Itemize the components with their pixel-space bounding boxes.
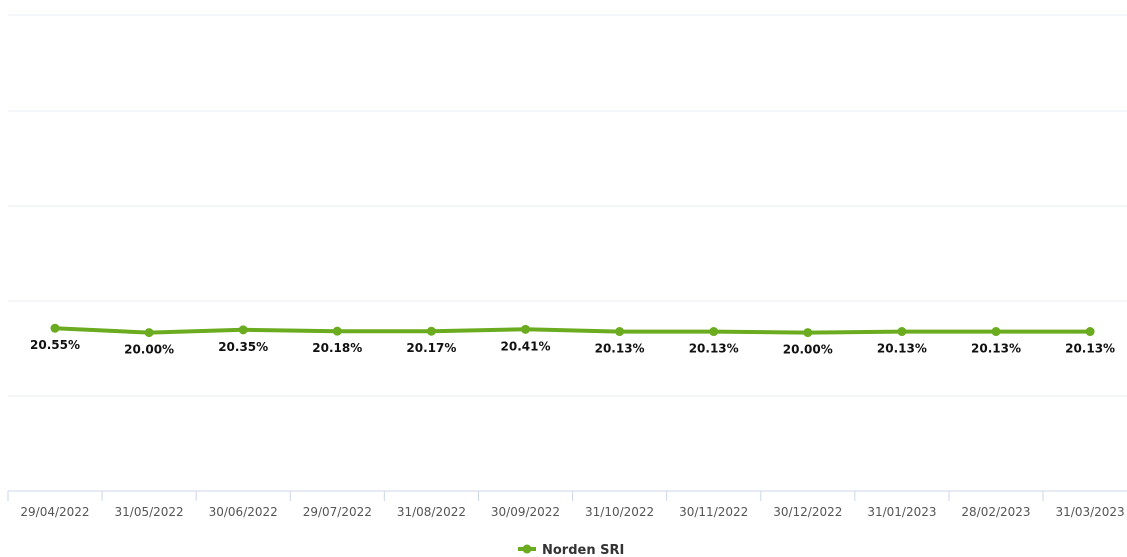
x-tick-label: 31/05/2022 xyxy=(115,505,184,519)
x-tick-label: 31/10/2022 xyxy=(585,505,654,519)
x-tick-label: 31/03/2023 xyxy=(1056,505,1125,519)
legend-dot-marker xyxy=(522,544,532,554)
x-tick-label: 29/07/2022 xyxy=(303,505,372,519)
x-tick-label: 30/09/2022 xyxy=(491,505,560,519)
data-point[interactable] xyxy=(521,324,530,334)
data-point[interactable] xyxy=(709,327,719,337)
x-tick-label: 30/11/2022 xyxy=(679,505,748,519)
series-norden-sri xyxy=(50,323,1095,338)
x-tick-label: 28/02/2023 xyxy=(961,505,1030,519)
data-point[interactable] xyxy=(144,328,154,338)
data-label: 20.13% xyxy=(1065,342,1115,356)
x-axis: 29/04/2022 31/05/2022 30/06/2022 29/07/2022… xyxy=(7,490,1127,519)
data-label: 20.00% xyxy=(124,343,174,357)
x-tick-label: 31/08/2022 xyxy=(397,505,466,519)
data-label: 20.00% xyxy=(783,343,833,357)
x-tick-label: 30/06/2022 xyxy=(209,505,278,519)
data-point[interactable] xyxy=(615,327,625,337)
data-label: 20.13% xyxy=(971,342,1021,356)
legend[interactable]: Norden SRI xyxy=(518,543,624,557)
data-point[interactable] xyxy=(426,326,436,336)
x-tick-label: 30/12/2022 xyxy=(773,505,842,519)
data-labels: 20.55% 20.00% 20.35% 20.18% 20.17% 20.41% 20.1… xyxy=(30,338,1115,356)
x-tick-label: 31/01/2023 xyxy=(867,505,936,519)
x-tick-label: 29/04/2022 xyxy=(20,505,89,519)
data-point[interactable] xyxy=(238,325,248,335)
data-point[interactable] xyxy=(1085,327,1095,337)
data-point[interactable] xyxy=(803,328,813,338)
data-label: 20.13% xyxy=(877,342,927,356)
data-point[interactable] xyxy=(50,323,60,333)
data-label: 20.18% xyxy=(312,341,362,355)
data-label: 20.55% xyxy=(30,338,80,352)
data-label: 20.13% xyxy=(595,342,645,356)
data-point[interactable] xyxy=(897,327,907,337)
data-label: 20.35% xyxy=(218,340,268,354)
data-label: 20.41% xyxy=(501,339,551,353)
series-line xyxy=(53,326,1093,335)
data-label: 20.13% xyxy=(689,342,739,356)
data-point[interactable] xyxy=(332,326,342,336)
legend-label-norden-sri: Norden SRI xyxy=(542,543,624,557)
grid-lines xyxy=(8,14,1127,397)
data-label: 20.17% xyxy=(406,341,456,355)
data-point[interactable] xyxy=(991,327,1001,337)
